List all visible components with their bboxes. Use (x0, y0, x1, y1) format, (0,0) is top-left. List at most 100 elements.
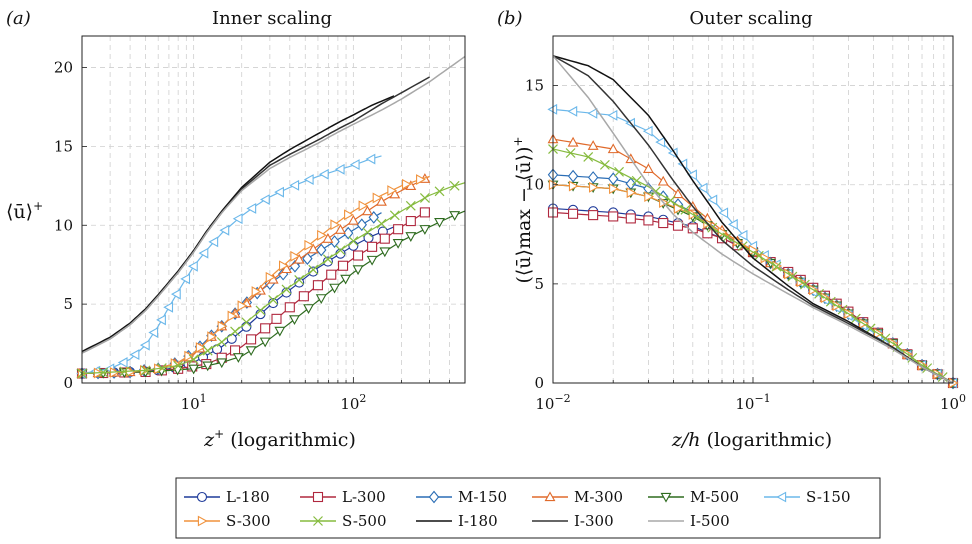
a-marker-M-500 (289, 315, 300, 326)
a-marker-M-500 (232, 353, 244, 363)
b-marker-S-150 (707, 194, 718, 206)
a-series-S-500 (77, 180, 466, 379)
a-marker-L-300 (298, 291, 309, 302)
a-marker-S-500 (241, 317, 252, 328)
a-marker-S-500 (230, 326, 240, 337)
legend-item-M-300: M-300 (532, 488, 623, 506)
legend-swatch-marker (312, 491, 324, 503)
a-marker-S-150 (208, 236, 219, 248)
b-line-S-500 (552, 148, 954, 384)
a-ytick-label: 10 (54, 216, 73, 234)
b-marker-M-300 (587, 140, 599, 150)
a-marker-M-500 (259, 337, 271, 348)
a-marker-S-500 (419, 193, 430, 203)
b-marker-S-150 (587, 107, 598, 119)
a-marker-L-300 (246, 334, 257, 345)
a-marker-S-300 (344, 209, 354, 221)
a-marker-S-150 (219, 224, 230, 236)
a-marker-S-300 (387, 185, 398, 197)
a-marker-M-300 (389, 188, 401, 199)
a-marker-S-300 (227, 310, 238, 322)
a-marker-S-300 (304, 239, 315, 251)
a-marker-S-150 (274, 186, 284, 198)
a-marker-L-300 (337, 260, 349, 271)
legend-swatch-marker (544, 491, 556, 502)
a-marker-M-500 (366, 255, 378, 266)
legend-box (175, 477, 881, 539)
a-marker-M-500 (379, 247, 391, 258)
b-marker-S-300 (626, 187, 637, 199)
b-marker-L-300 (588, 210, 599, 221)
b-marker-L-300 (643, 215, 654, 226)
a-marker-L-300 (284, 302, 295, 313)
panel-a-xlabel: z+ (logarithmic) (203, 427, 356, 451)
a-marker-L-300 (271, 313, 282, 324)
a-marker-S-500 (202, 345, 213, 356)
a-marker-M-300 (376, 195, 387, 206)
legend-item-M-150: M-150 (416, 488, 507, 506)
a-marker-L-300 (367, 241, 378, 252)
b-marker-S-300 (609, 183, 619, 195)
b-ytick-label: 0 (534, 374, 544, 392)
legend-item-I-500: I-500 (648, 512, 730, 530)
a-marker-S-300 (125, 366, 136, 378)
a-marker-S-300 (265, 271, 276, 283)
a-marker-S-150 (259, 194, 270, 205)
a-marker-S-300 (372, 192, 383, 204)
a-marker-M-500 (274, 326, 286, 337)
b-ytick-label: 15 (525, 77, 544, 95)
a-marker-L-300 (419, 207, 430, 218)
a-marker-S-150 (318, 168, 329, 180)
b-marker-M-300 (672, 188, 684, 199)
a-marker-L-180 (322, 256, 333, 267)
panel-a-ylabel: ⟨ū⟩+ (6, 199, 43, 223)
b-marker-L-300 (625, 213, 636, 224)
b-marker-L-300 (568, 208, 579, 219)
legend-swatch-marker (196, 491, 208, 503)
a-marker-L-300 (405, 216, 416, 227)
a-marker-M-500 (340, 274, 352, 285)
a-series-I-500 (81, 55, 466, 354)
a-marker-S-150 (156, 314, 166, 326)
panel-b-xlabel: z/h (logarithmic) (671, 429, 832, 451)
a-marker-S-500 (405, 200, 416, 211)
a-marker-S-500 (188, 354, 199, 365)
a-marker-M-500 (434, 217, 445, 228)
b-marker-S-500 (814, 288, 825, 299)
legend-swatch-marker (428, 490, 440, 504)
a-marker-S-150 (303, 174, 314, 185)
a-marker-S-500 (268, 295, 279, 305)
a-marker-S-150 (180, 273, 191, 285)
b-marker-L-300 (608, 211, 619, 222)
a-marker-S-300 (251, 286, 262, 297)
a-marker-S-150 (232, 213, 243, 225)
a-marker-S-500 (119, 366, 130, 377)
a-ytick-label: 0 (63, 374, 73, 392)
a-marker-L-300 (379, 233, 390, 244)
b-marker-M-300 (657, 175, 669, 186)
b-line-I-500 (552, 55, 954, 384)
panel-b-ylabel: (⟨ū⟩max − ⟨ū⟩)+ (511, 136, 535, 283)
a-marker-S-150 (188, 260, 198, 272)
a-marker-M-150 (302, 252, 313, 266)
b-marker-S-150 (642, 125, 653, 137)
a-marker-M-300 (322, 233, 334, 243)
a-marker-M-150 (316, 243, 327, 257)
panel-a: (a) Inner scaling 0 5 10 15 20 101 102 z+ (log… (6, 8, 466, 451)
a-marker-M-500 (449, 211, 461, 221)
legend-item-S-500: S-500 (300, 512, 387, 530)
a-marker-M-500 (419, 225, 431, 235)
b-marker-S-300 (644, 191, 655, 203)
a-marker-S-300 (217, 320, 228, 332)
a-marker-M-300 (347, 214, 359, 225)
a-marker-M-500 (202, 361, 214, 372)
b-marker-S-500 (565, 148, 576, 158)
a-marker-S-150 (129, 349, 140, 361)
a-marker-S-150 (334, 163, 345, 175)
a-xtick-label: 101 (181, 392, 207, 413)
legend-label: S-500 (342, 512, 387, 530)
b-marker-L-300 (658, 217, 669, 229)
b-marker-S-500 (865, 323, 876, 334)
a-marker-M-300 (293, 253, 305, 264)
b-marker-S-500 (771, 261, 782, 272)
